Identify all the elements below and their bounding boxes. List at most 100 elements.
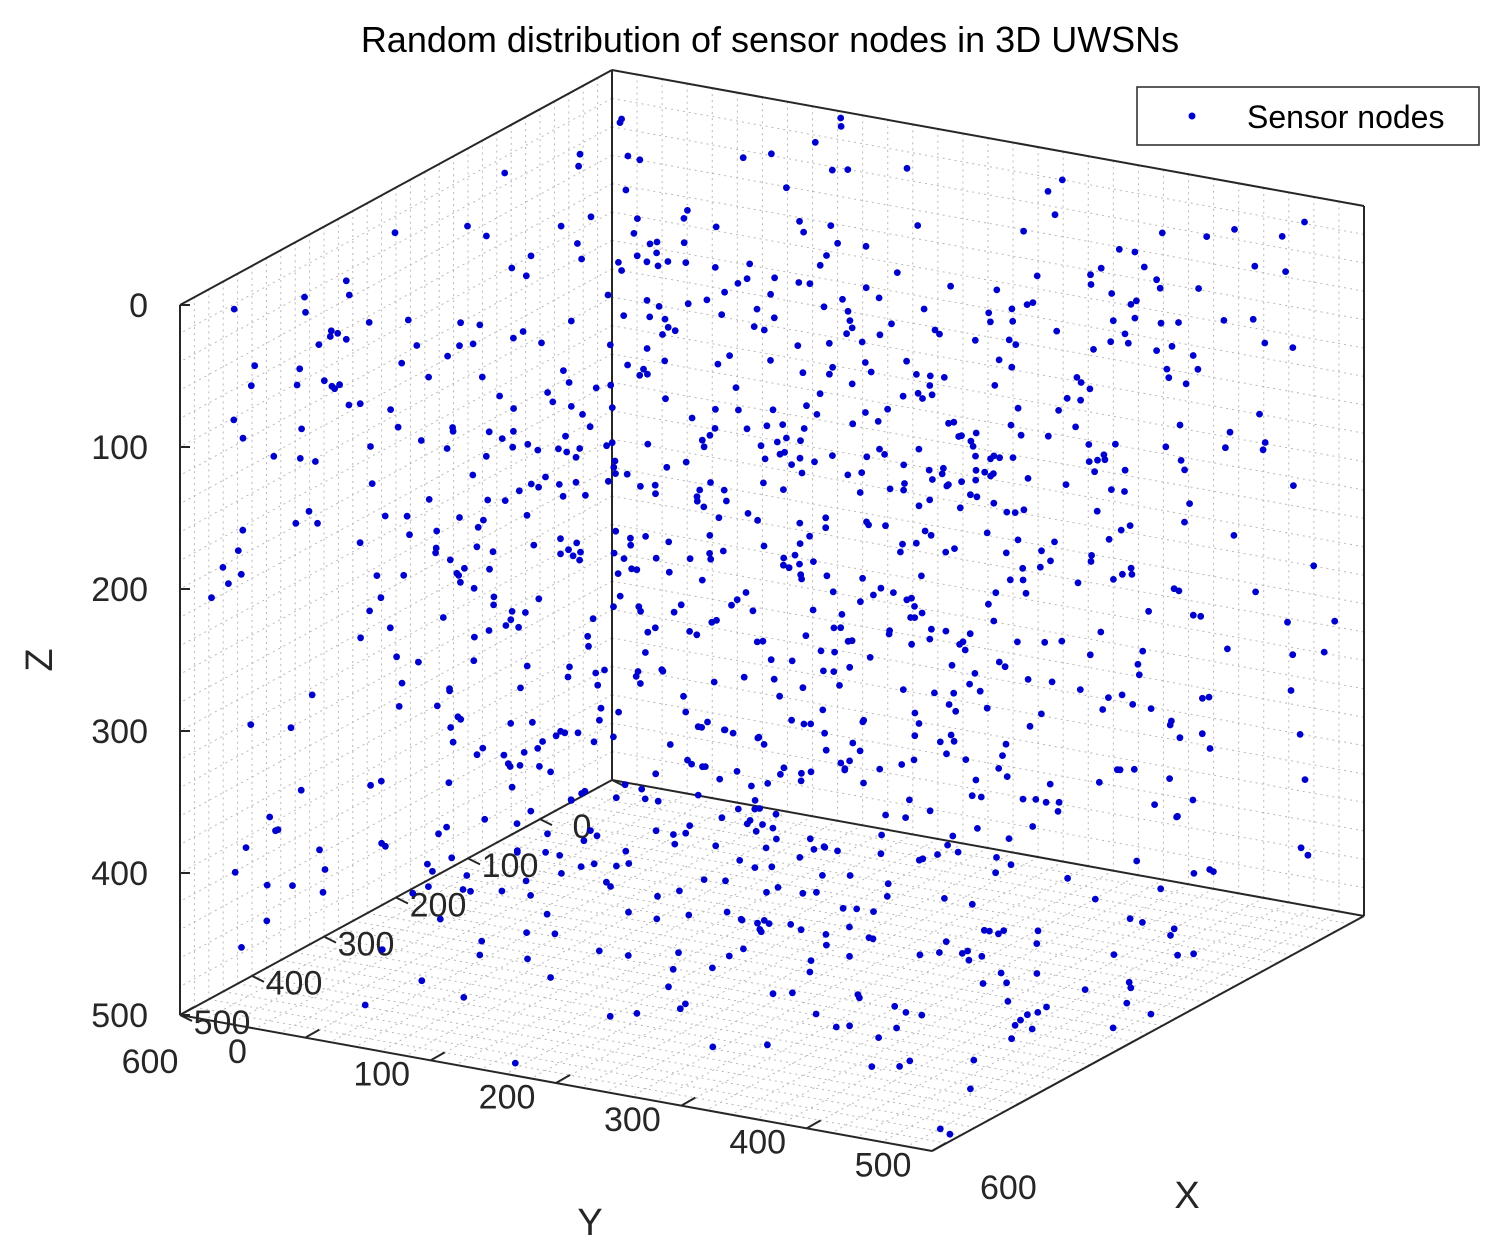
gridline-floor <box>266 967 1019 1105</box>
sensor-node-point <box>1226 428 1234 436</box>
sensor-node-point <box>972 452 979 460</box>
sensor-node-point <box>780 561 787 569</box>
sensor-node-point <box>443 823 450 831</box>
sensor-node-point <box>918 1011 926 1019</box>
sensor-node-point <box>876 445 883 453</box>
gridline-left-wall <box>179 580 613 817</box>
gridline-left-wall <box>179 438 613 675</box>
sensor-node-point <box>849 739 857 747</box>
sensor-node-point <box>586 423 594 431</box>
sensor-node-point <box>860 779 867 787</box>
sensor-node-point <box>1118 691 1126 699</box>
y-tick-mark <box>539 818 553 827</box>
x-tick-label: 300 <box>604 1101 661 1139</box>
gridline-right-wall <box>611 751 1365 889</box>
sensor-node-point <box>986 927 993 935</box>
sensor-node-point <box>1296 731 1304 738</box>
sensor-node-point <box>643 297 651 304</box>
sensor-node-point <box>557 727 564 735</box>
sensor-node-point <box>1123 999 1131 1007</box>
sensor-node-point <box>891 1002 899 1010</box>
sensor-node-point <box>1127 984 1135 992</box>
sensor-node-point <box>624 361 631 369</box>
sensor-node-point <box>767 357 774 364</box>
sensor-node-point <box>926 496 934 504</box>
y-axis-label: Y <box>577 1202 602 1244</box>
sensor-node-point <box>876 331 884 339</box>
sensor-node-point <box>457 578 464 586</box>
sensor-node-point <box>653 915 661 923</box>
sensor-node-point <box>776 692 783 700</box>
sensor-node-point <box>1168 342 1176 350</box>
sensor-node-point <box>1197 612 1205 620</box>
sensor-node-point <box>829 588 837 596</box>
sensor-node-point <box>535 483 542 491</box>
sensor-node-point <box>618 267 625 274</box>
sensor-node-point <box>839 295 846 303</box>
gridline-right-wall <box>611 296 1365 434</box>
sensor-node-point <box>1131 314 1139 322</box>
gridline-right-wall <box>611 126 1365 264</box>
gridline-left-wall <box>179 609 613 846</box>
sensor-node-point <box>1259 446 1267 454</box>
sensor-node-point <box>911 709 919 717</box>
sensor-node-point <box>1004 998 1012 1005</box>
sensor-node-point <box>606 341 614 349</box>
sensor-node-point <box>1011 1021 1019 1029</box>
sensor-node-point <box>743 275 751 283</box>
sensor-node-point <box>321 866 329 873</box>
sensor-node-point <box>682 458 690 466</box>
sensor-node-point <box>995 765 1003 772</box>
sensor-node-point <box>320 377 328 385</box>
sensor-node-point <box>788 657 796 665</box>
sensor-node-point <box>881 451 888 458</box>
sensor-node-point <box>680 692 687 700</box>
sensor-node-point <box>474 523 482 531</box>
sensor-node-point <box>846 872 854 879</box>
x-tick-label: 0 <box>228 1033 247 1071</box>
sensor-node-point <box>901 480 908 487</box>
sensor-node-point <box>498 887 506 895</box>
sensor-node-point <box>612 470 619 477</box>
sensor-node-point <box>481 815 489 823</box>
sensor-node-point <box>1194 365 1202 373</box>
sensor-node-point <box>1220 317 1228 324</box>
sensor-node-point <box>633 252 641 260</box>
sensor-node-point <box>893 269 901 276</box>
sensor-node-point <box>527 480 535 488</box>
sensor-node-point <box>315 341 323 348</box>
sensor-node-point <box>829 363 836 371</box>
sensor-node-point <box>356 400 364 408</box>
y-tick-label: 300 <box>338 926 395 964</box>
sensor-node-point <box>425 496 433 503</box>
sensor-node-point <box>764 1041 771 1049</box>
sensor-node-point <box>443 445 451 452</box>
sensor-node-point <box>899 392 907 400</box>
sensor-node-point <box>861 359 869 366</box>
sensor-node-point <box>878 831 885 839</box>
sensor-node-point <box>453 569 461 577</box>
sensor-node-point <box>839 904 847 912</box>
sensor-node-point <box>780 554 788 562</box>
sensor-node-point <box>962 756 970 763</box>
sensor-node-point <box>719 547 727 555</box>
sensor-node-point <box>1167 932 1174 939</box>
gridline-left-wall <box>179 665 613 902</box>
sensor-node-point <box>866 654 874 661</box>
sensor-node-point <box>496 392 503 400</box>
sensor-node-point <box>753 638 761 646</box>
sensor-node-point <box>1206 745 1214 752</box>
sensor-node-point <box>559 492 567 500</box>
sensor-node-point <box>507 720 515 727</box>
sensor-node-point <box>612 527 620 535</box>
sensor-node-point <box>574 240 581 247</box>
sensor-node-point <box>560 367 567 374</box>
sensor-node-point <box>897 548 904 556</box>
sensor-node-point <box>972 466 980 474</box>
sensor-node-point <box>940 464 947 472</box>
sensor-node-point <box>967 491 974 499</box>
sensor-node-point <box>425 883 432 890</box>
sensor-node-point <box>794 342 802 349</box>
sensor-node-point <box>954 848 962 856</box>
